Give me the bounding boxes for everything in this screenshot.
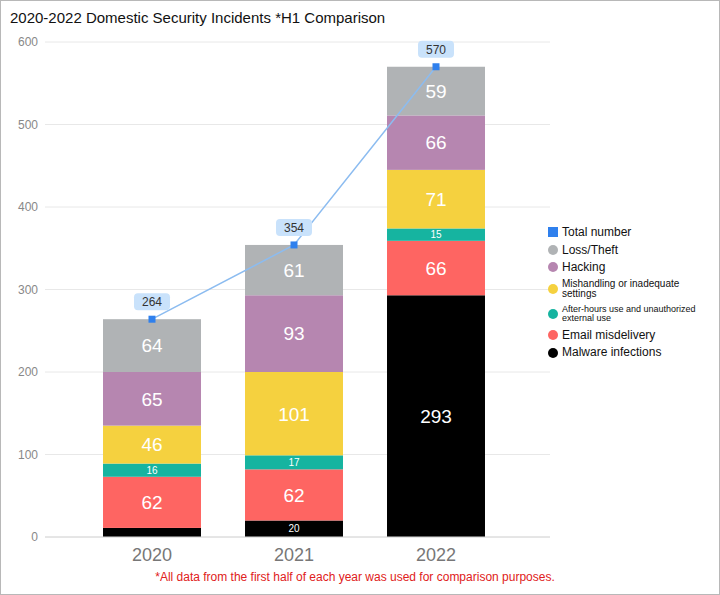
legend-label: Total number (562, 226, 631, 239)
data-label: 46 (141, 434, 162, 455)
bar-segment (245, 245, 343, 295)
bar-segment (387, 115, 485, 169)
legend-label: Email misdelivery (562, 329, 655, 342)
data-label: 15 (430, 229, 442, 240)
total-label: 354 (284, 221, 304, 235)
y-tick-label: 400 (18, 200, 38, 214)
bar-segment (103, 477, 201, 528)
bar-segment (245, 521, 343, 538)
total-label-box (134, 293, 170, 310)
chart-root: 2020-2022 Domestic Security Incidents *H… (0, 0, 720, 595)
x-tick-label: 2021 (274, 545, 314, 565)
bar-segment (245, 455, 343, 469)
legend-marker (548, 309, 558, 319)
line-marker (433, 63, 440, 70)
data-label: 59 (425, 81, 446, 102)
x-tick-label: 2020 (132, 545, 172, 565)
data-label: 101 (278, 404, 310, 425)
legend-item: After-hours use and unauthorized externa… (548, 305, 716, 324)
legend-label: Malware infections (562, 346, 661, 359)
bar-segment (103, 528, 201, 537)
data-label: 16 (146, 465, 158, 476)
data-label: 293 (420, 406, 452, 427)
total-label: 264 (142, 295, 162, 309)
y-tick-label: 600 (18, 35, 38, 49)
grid-line (45, 537, 550, 538)
data-label: 65 (141, 389, 162, 410)
data-label: 61 (283, 260, 304, 281)
bar-segment (245, 295, 343, 372)
data-label: 17 (288, 457, 300, 468)
bar-segment (387, 228, 485, 240)
legend-item: Hacking (548, 261, 716, 274)
total-line (152, 67, 436, 319)
y-tick-label: 300 (18, 283, 38, 297)
frame (1, 1, 720, 595)
legend-item: Loss/Theft (548, 244, 716, 257)
bar-segment (387, 295, 485, 537)
y-tick-label: 100 (18, 448, 38, 462)
y-tick-label: 500 (18, 118, 38, 132)
plot-marks (103, 63, 485, 537)
data-label: 66 (425, 132, 446, 153)
data-labels: 20 293 62 62 66 16 17 15 46 101 71 65 93 66 64 61 59 264 3… (134, 41, 454, 535)
y-tick-label: 0 (31, 530, 38, 544)
total-label-box (276, 219, 312, 236)
line-marker (149, 316, 156, 323)
legend-marker (548, 262, 558, 272)
legend-marker (548, 245, 558, 255)
bar-segment (245, 469, 343, 520)
legend-item: Email misdelivery (548, 329, 716, 342)
y-tick-label: 200 (18, 365, 38, 379)
data-label: 71 (425, 189, 446, 210)
legend-marker (548, 330, 558, 340)
legend-label: Loss/Theft (562, 244, 618, 257)
legend-item: Mishandling or inadequate settings (548, 279, 716, 300)
x-axis-line (45, 537, 550, 538)
bar-segment (245, 372, 343, 455)
data-label: 93 (283, 323, 304, 344)
bar-segment (387, 170, 485, 229)
legend-item: Malware infections (548, 346, 716, 359)
total-label: 570 (426, 43, 446, 57)
bar-segment (103, 372, 201, 426)
footnote: *All data from the first half of each ye… (155, 570, 555, 584)
bar-segment (103, 319, 201, 372)
bar-segment (103, 464, 201, 477)
bar-segment (387, 241, 485, 295)
legend-marker (548, 348, 558, 358)
legend-marker (548, 284, 558, 294)
legend-marker (548, 227, 558, 237)
legend-label: After-hours use and unauthorized externa… (562, 305, 716, 324)
data-label: 66 (425, 258, 446, 279)
legend-item: Total number (548, 226, 716, 239)
title: 2020-2022 Domestic Security Incidents *H… (10, 9, 385, 26)
data-label: 62 (141, 492, 162, 513)
data-label: 62 (283, 485, 304, 506)
line-marker (291, 241, 298, 248)
total-label-box (418, 41, 454, 58)
legend-label: Mishandling or inadequate settings (562, 279, 716, 300)
bar-segment (103, 426, 201, 464)
legend: Total number Loss/Theft Hacking Mishandling… (548, 226, 716, 364)
data-label: 20 (288, 523, 300, 534)
data-label: 64 (141, 335, 163, 356)
chart-svg: 2020-2022 Domestic Security Incidents *H… (0, 0, 720, 595)
grid-line (45, 42, 550, 43)
legend-label: Hacking (562, 261, 605, 274)
bar-segment (387, 67, 485, 116)
x-tick-label: 2022 (416, 545, 456, 565)
